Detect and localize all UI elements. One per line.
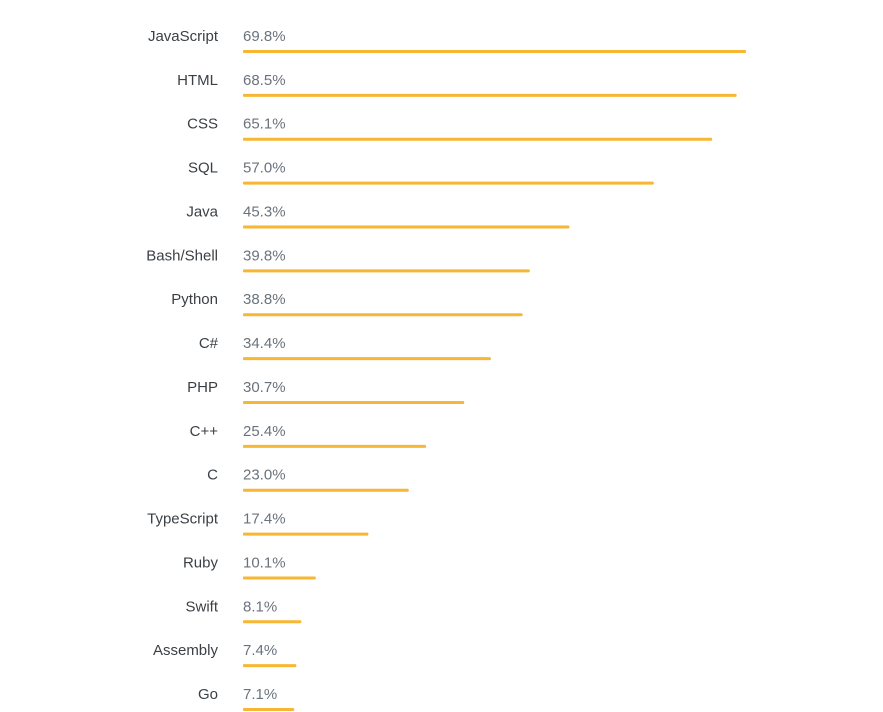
value-label-sql: 57.0% bbox=[243, 160, 286, 177]
bar-assembly bbox=[243, 664, 297, 668]
category-label-javascript: JavaScript bbox=[148, 28, 219, 45]
bar-go bbox=[243, 708, 295, 712]
category-label-sql: SQL bbox=[188, 160, 218, 177]
value-label-typescript: 17.4% bbox=[243, 511, 286, 528]
bar-ruby bbox=[243, 576, 316, 580]
value-label-java: 45.3% bbox=[243, 203, 286, 220]
value-label-swift: 8.1% bbox=[243, 598, 277, 615]
value-label-c: 25.4% bbox=[243, 423, 286, 440]
value-label-ruby: 10.1% bbox=[243, 554, 286, 571]
category-label-ruby: Ruby bbox=[183, 554, 219, 571]
category-label-c: C# bbox=[199, 335, 219, 352]
bar-css bbox=[243, 137, 713, 141]
bar-swift bbox=[243, 620, 302, 624]
value-label-go: 7.1% bbox=[243, 686, 277, 703]
bar-c bbox=[243, 488, 409, 492]
value-label-c: 34.4% bbox=[243, 335, 286, 352]
category-label-assembly: Assembly bbox=[153, 642, 219, 659]
bar-python bbox=[243, 313, 523, 317]
category-label-python: Python bbox=[171, 291, 218, 308]
bar-javascript bbox=[243, 50, 746, 53]
category-label-html: HTML bbox=[177, 72, 218, 89]
bar-c bbox=[243, 357, 491, 361]
bar-sql bbox=[243, 181, 654, 185]
bar-php bbox=[243, 400, 465, 404]
bar-bash-shell bbox=[243, 269, 530, 273]
bar-c bbox=[243, 444, 427, 448]
category-label-java: Java bbox=[186, 203, 218, 220]
bar-html bbox=[243, 93, 737, 97]
value-label-javascript: 69.8% bbox=[243, 28, 286, 45]
category-label-typescript: TypeScript bbox=[147, 511, 219, 528]
value-label-python: 38.8% bbox=[243, 291, 286, 308]
value-label-assembly: 7.4% bbox=[243, 642, 277, 659]
category-label-go: Go bbox=[198, 686, 218, 703]
category-label-c: C bbox=[207, 467, 218, 484]
value-label-php: 30.7% bbox=[243, 379, 286, 396]
value-label-c: 23.0% bbox=[243, 467, 286, 484]
category-label-css: CSS bbox=[187, 116, 218, 133]
bar-java bbox=[243, 225, 570, 229]
category-label-php: PHP bbox=[187, 379, 218, 396]
category-label-bash-shell: Bash/Shell bbox=[146, 247, 218, 264]
value-label-bash-shell: 39.8% bbox=[243, 247, 286, 264]
value-label-css: 65.1% bbox=[243, 116, 286, 133]
bar-typescript bbox=[243, 532, 369, 536]
category-label-swift: Swift bbox=[185, 598, 218, 615]
category-label-c: C++ bbox=[190, 423, 219, 440]
value-label-html: 68.5% bbox=[243, 72, 286, 89]
